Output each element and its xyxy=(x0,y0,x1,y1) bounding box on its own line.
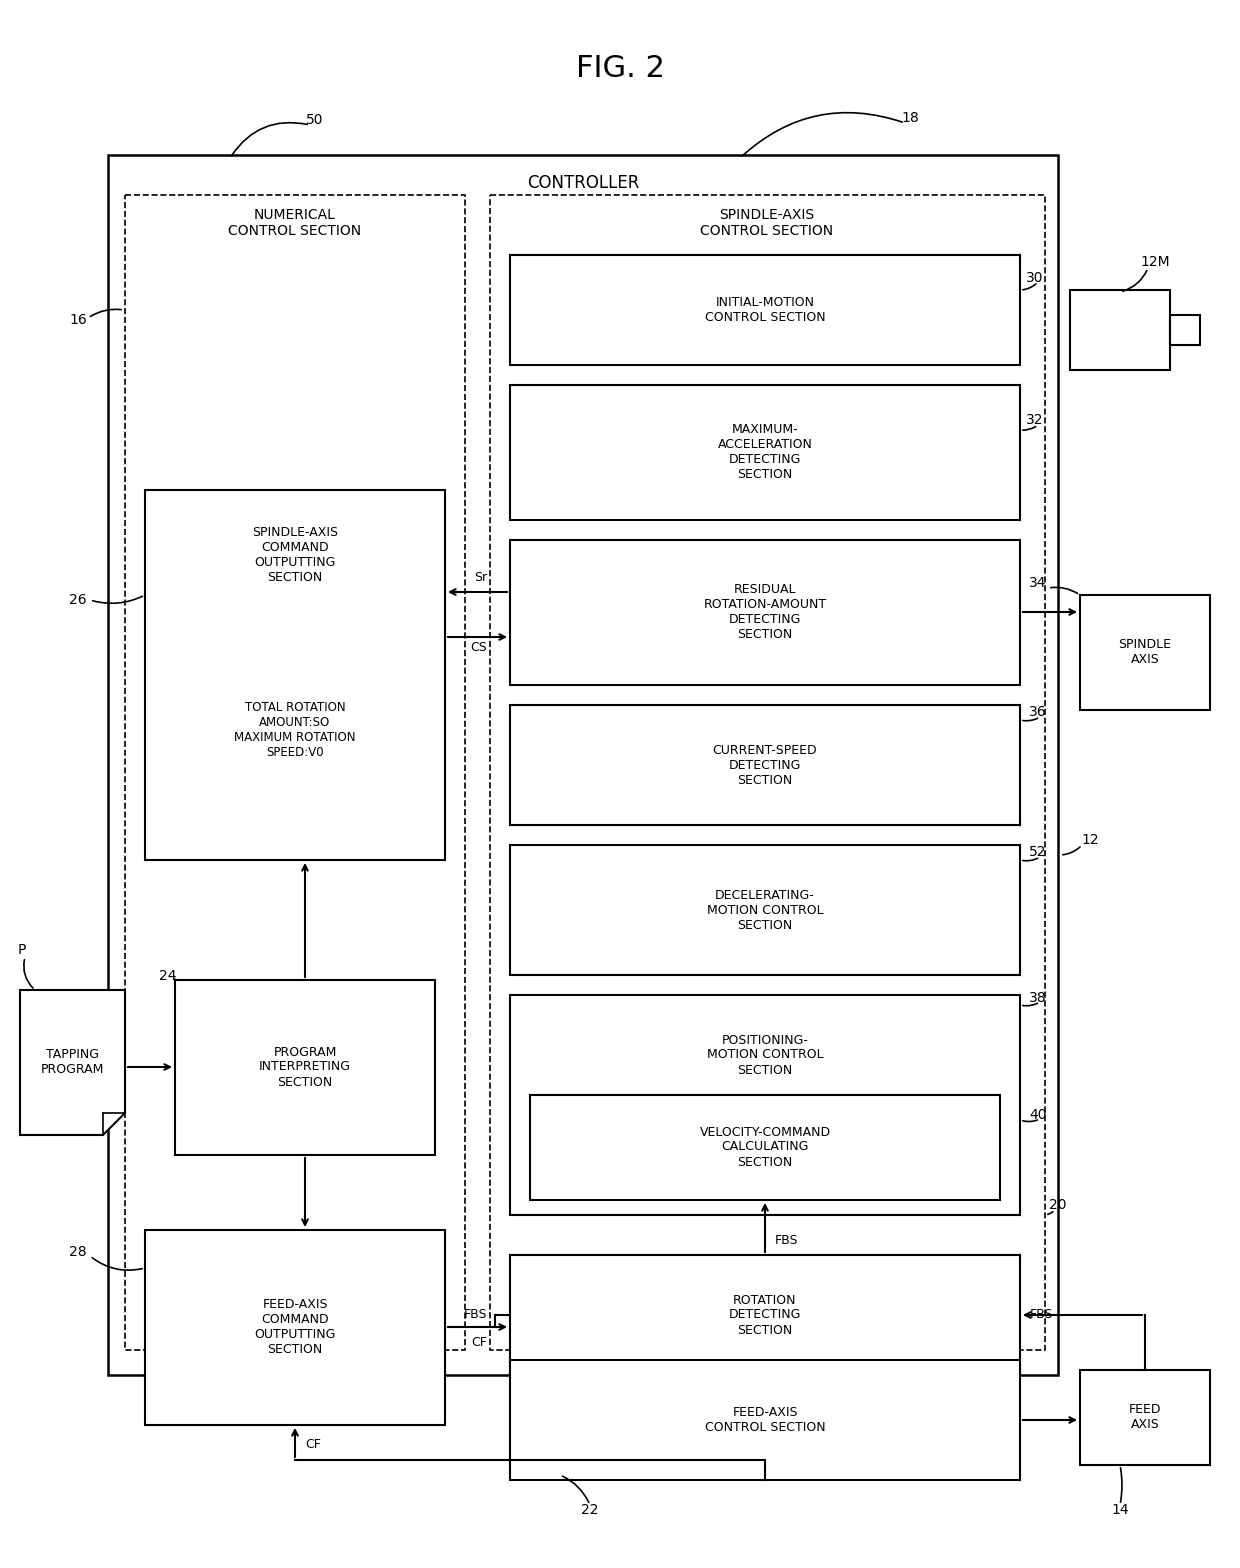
Text: FBS: FBS xyxy=(1030,1309,1054,1322)
Text: TOTAL ROTATION
AMOUNT:SO
MAXIMUM ROTATION
SPEED:V0: TOTAL ROTATION AMOUNT:SO MAXIMUM ROTATIO… xyxy=(234,701,356,759)
Bar xyxy=(145,491,445,859)
Bar xyxy=(175,980,435,1156)
Polygon shape xyxy=(20,989,125,1135)
Bar xyxy=(510,256,1021,365)
Text: 34: 34 xyxy=(1029,575,1047,590)
Text: NUMERICAL
CONTROL SECTION: NUMERICAL CONTROL SECTION xyxy=(228,209,362,238)
Text: P: P xyxy=(17,942,26,956)
Text: 12M: 12M xyxy=(1141,256,1169,270)
Text: SPINDLE-AXIS
COMMAND
OUTPUTTING
SECTION: SPINDLE-AXIS COMMAND OUTPUTTING SECTION xyxy=(252,525,339,583)
Text: POSITIONING-
MOTION CONTROL
SECTION: POSITIONING- MOTION CONTROL SECTION xyxy=(707,1033,823,1077)
Text: CS: CS xyxy=(470,640,487,654)
Bar xyxy=(510,706,1021,825)
Text: 12: 12 xyxy=(1081,833,1099,847)
Bar xyxy=(1080,1370,1210,1465)
Text: 24: 24 xyxy=(159,969,177,983)
Text: 14: 14 xyxy=(1111,1504,1128,1516)
Bar xyxy=(1070,290,1171,370)
Bar xyxy=(510,386,1021,521)
Text: 18: 18 xyxy=(901,111,919,125)
Text: 30: 30 xyxy=(1027,271,1044,285)
Text: 28: 28 xyxy=(69,1245,87,1259)
Text: FEED-AXIS
COMMAND
OUTPUTTING
SECTION: FEED-AXIS COMMAND OUTPUTTING SECTION xyxy=(254,1298,336,1356)
Text: 36: 36 xyxy=(1029,706,1047,720)
Bar xyxy=(490,194,1045,1350)
Text: RESIDUAL
ROTATION-AMOUNT
DETECTING
SECTION: RESIDUAL ROTATION-AMOUNT DETECTING SECTI… xyxy=(703,583,827,641)
Text: FBS: FBS xyxy=(464,1309,487,1322)
Text: FEED
AXIS: FEED AXIS xyxy=(1128,1403,1161,1432)
Text: SPINDLE
AXIS: SPINDLE AXIS xyxy=(1118,638,1172,666)
Text: CURRENT-SPEED
DETECTING
SECTION: CURRENT-SPEED DETECTING SECTION xyxy=(713,743,817,787)
Bar xyxy=(510,539,1021,685)
Text: FIG. 2: FIG. 2 xyxy=(575,53,665,83)
Text: 22: 22 xyxy=(582,1504,599,1516)
Text: 50: 50 xyxy=(306,113,324,127)
Text: 32: 32 xyxy=(1027,412,1044,426)
Text: 52: 52 xyxy=(1029,845,1047,859)
Bar xyxy=(510,845,1021,975)
Text: 26: 26 xyxy=(69,593,87,607)
Bar xyxy=(529,1094,999,1200)
Bar xyxy=(145,1229,445,1425)
Text: VELOCITY-COMMAND
CALCULATING
SECTION: VELOCITY-COMMAND CALCULATING SECTION xyxy=(699,1126,831,1168)
Text: 40: 40 xyxy=(1029,1109,1047,1123)
Bar xyxy=(1080,594,1210,710)
Text: FBS: FBS xyxy=(775,1234,799,1247)
Bar xyxy=(510,1359,1021,1480)
Text: PROGRAM
INTERPRETING
SECTION: PROGRAM INTERPRETING SECTION xyxy=(259,1046,351,1088)
Text: ROTATION
DETECTING
SECTION: ROTATION DETECTING SECTION xyxy=(729,1294,801,1336)
Text: 16: 16 xyxy=(69,314,87,328)
Bar xyxy=(1171,315,1200,345)
Text: CF: CF xyxy=(305,1438,321,1452)
Bar xyxy=(125,194,465,1350)
Text: DECELERATING-
MOTION CONTROL
SECTION: DECELERATING- MOTION CONTROL SECTION xyxy=(707,889,823,931)
Text: FEED-AXIS
CONTROL SECTION: FEED-AXIS CONTROL SECTION xyxy=(704,1406,826,1435)
Text: TAPPING
PROGRAM: TAPPING PROGRAM xyxy=(41,1047,104,1076)
Bar xyxy=(510,996,1021,1215)
Bar xyxy=(510,1254,1021,1375)
Text: CONTROLLER: CONTROLLER xyxy=(527,174,639,191)
Text: 20: 20 xyxy=(1049,1198,1066,1212)
Text: MAXIMUM-
ACCELERATION
DETECTING
SECTION: MAXIMUM- ACCELERATION DETECTING SECTION xyxy=(718,423,812,481)
Bar xyxy=(108,155,1058,1375)
Text: INITIAL-MOTION
CONTROL SECTION: INITIAL-MOTION CONTROL SECTION xyxy=(704,296,826,325)
Text: CF: CF xyxy=(471,1336,487,1348)
Text: Sr: Sr xyxy=(474,571,487,583)
Text: SPINDLE-AXIS
CONTROL SECTION: SPINDLE-AXIS CONTROL SECTION xyxy=(701,209,833,238)
Text: 38: 38 xyxy=(1029,991,1047,1005)
